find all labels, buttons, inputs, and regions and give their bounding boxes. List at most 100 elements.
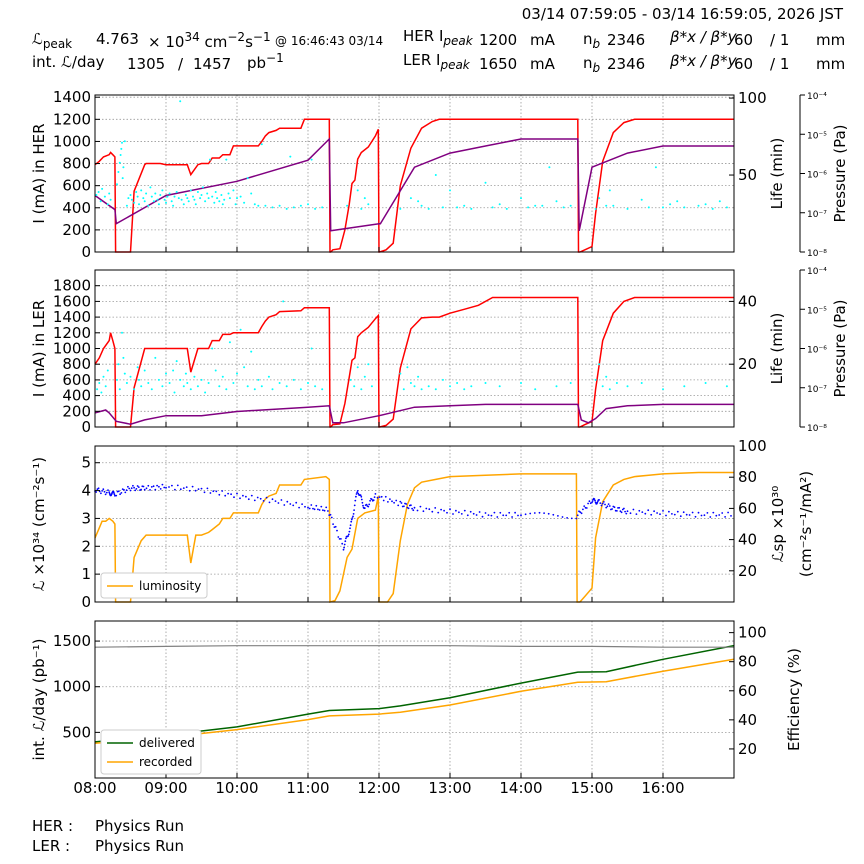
specific-luminosity-point	[605, 506, 608, 509]
pressure-tick-label: 10⁻⁵	[807, 131, 827, 141]
beam-lifetime-point	[647, 206, 650, 209]
beam-lifetime-point	[136, 195, 139, 198]
specific-luminosity-point	[602, 501, 605, 503]
beam-lifetime-point	[109, 198, 112, 201]
beam-lifetime-point	[662, 206, 664, 209]
specific-luminosity-point	[188, 489, 191, 492]
specific-luminosity-point	[449, 508, 451, 511]
beam-lifetime-point	[711, 207, 714, 210]
specific-luminosity-point	[107, 489, 109, 492]
specific-luminosity-point	[125, 489, 128, 492]
beam-lifetime-point	[196, 385, 199, 388]
specific-luminosity-point	[350, 518, 353, 521]
y-tick-label: 2	[81, 537, 91, 555]
y-tick-label: 200	[62, 221, 91, 239]
lpeak-value: 4.763	[96, 30, 139, 48]
beam-lifetime-point	[121, 177, 124, 180]
pressure-tick-label: 10⁻⁷	[807, 385, 827, 395]
beam-lifetime-point	[289, 155, 292, 158]
beam-lifetime-point	[98, 382, 101, 384]
specific-luminosity-point	[647, 509, 650, 512]
specific-luminosity-point	[322, 509, 324, 512]
specific-luminosity-point	[493, 511, 496, 514]
specific-luminosity-point	[580, 512, 583, 515]
specific-luminosity-point	[582, 508, 584, 511]
beam-lifetime-point	[243, 201, 246, 204]
beam-lifetime-point	[180, 198, 183, 201]
specific-luminosity-point	[359, 494, 362, 497]
specific-luminosity-point	[271, 498, 274, 501]
specific-luminosity-point	[576, 514, 579, 517]
beam-lifetime-point	[257, 378, 260, 381]
specific-luminosity-point	[623, 507, 625, 510]
specific-luminosity-point	[411, 507, 413, 510]
beam-lifetime-point	[253, 388, 256, 391]
beam-lifetime-point	[116, 378, 118, 381]
beam-lifetime-point	[118, 388, 121, 391]
specific-luminosity-point	[400, 502, 403, 504]
specific-luminosity-point	[329, 513, 332, 516]
specific-luminosity-point	[557, 515, 559, 517]
specific-luminosity-point	[280, 499, 283, 501]
beam-lifetime-point	[157, 378, 160, 381]
pressure-tick-label: 10⁻⁶	[807, 346, 827, 356]
specific-luminosity-point	[353, 509, 355, 511]
y2-tick-label: 20	[738, 355, 757, 373]
specific-luminosity-point	[709, 516, 712, 518]
specific-luminosity-point	[578, 510, 580, 513]
specific-luminosity-point	[625, 512, 628, 515]
specific-luminosity-point	[365, 503, 368, 506]
specific-luminosity-point	[113, 492, 115, 494]
specific-luminosity-point	[342, 548, 345, 551]
beam-lifetime-point	[140, 189, 143, 192]
beam-lifetime-point	[175, 360, 178, 363]
beam-lifetime-point	[569, 382, 572, 384]
specific-luminosity-point	[355, 495, 357, 498]
specific-luminosity-point	[360, 498, 363, 501]
specific-luminosity-point	[317, 508, 319, 511]
beam-lifetime-point	[360, 388, 363, 391]
specific-luminosity-point	[353, 504, 356, 507]
her-beta-label: β*x / β*y	[670, 28, 737, 46]
beam-lifetime-point	[228, 197, 231, 200]
beam-lifetime-point	[363, 197, 366, 200]
ler-peak-current-unit: mA	[530, 55, 555, 73]
specific-luminosity-point	[133, 486, 136, 489]
beam-lifetime-point	[310, 347, 313, 350]
y2-tick-label: 20	[738, 562, 757, 580]
specific-luminosity-point	[113, 493, 116, 496]
y-tick-label: 600	[62, 177, 91, 195]
beam-lifetime-point	[484, 382, 487, 384]
beam-lifetime-point	[99, 200, 102, 203]
beam-lifetime-point	[555, 385, 558, 388]
ler-status: Physics Run	[95, 837, 185, 855]
y-tick-label: 1400	[53, 308, 91, 326]
ler-beta-x: 60	[734, 55, 754, 73]
beam-lifetime-point	[399, 207, 402, 210]
beam-lifetime-point	[367, 203, 370, 206]
y2-tick-label: 80	[738, 468, 757, 486]
specific-luminosity-point	[389, 498, 391, 500]
specific-luminosity-point	[416, 509, 419, 512]
specific-luminosity-point	[481, 515, 484, 518]
specific-luminosity-point	[679, 515, 682, 518]
specific-luminosity-point	[478, 511, 481, 513]
beam-lifetime-point	[168, 382, 171, 384]
beam-lifetime-point	[236, 372, 238, 375]
beam-lifetime-point	[278, 204, 281, 207]
beam-lifetime-point	[257, 204, 260, 207]
specific-luminosity-point	[413, 506, 416, 509]
x-tick-label: 08:00	[73, 779, 116, 797]
beam-lifetime-point	[491, 206, 494, 209]
specific-luminosity-point	[158, 485, 160, 488]
time-range: 03/14 07:59:05 - 03/14 16:59:05, 2026 JS…	[521, 5, 843, 23]
y2-tick-label: 50	[738, 166, 757, 184]
y-tick-label: 1800	[53, 277, 91, 295]
specific-luminosity-point	[206, 487, 209, 490]
specific-luminosity-point	[575, 517, 578, 520]
y-tick-label: 800	[62, 155, 91, 173]
beam-lifetime-point	[220, 194, 223, 196]
specific-luminosity-point	[566, 517, 568, 519]
specific-luminosity-point	[644, 512, 647, 515]
specific-luminosity-point	[340, 538, 342, 540]
